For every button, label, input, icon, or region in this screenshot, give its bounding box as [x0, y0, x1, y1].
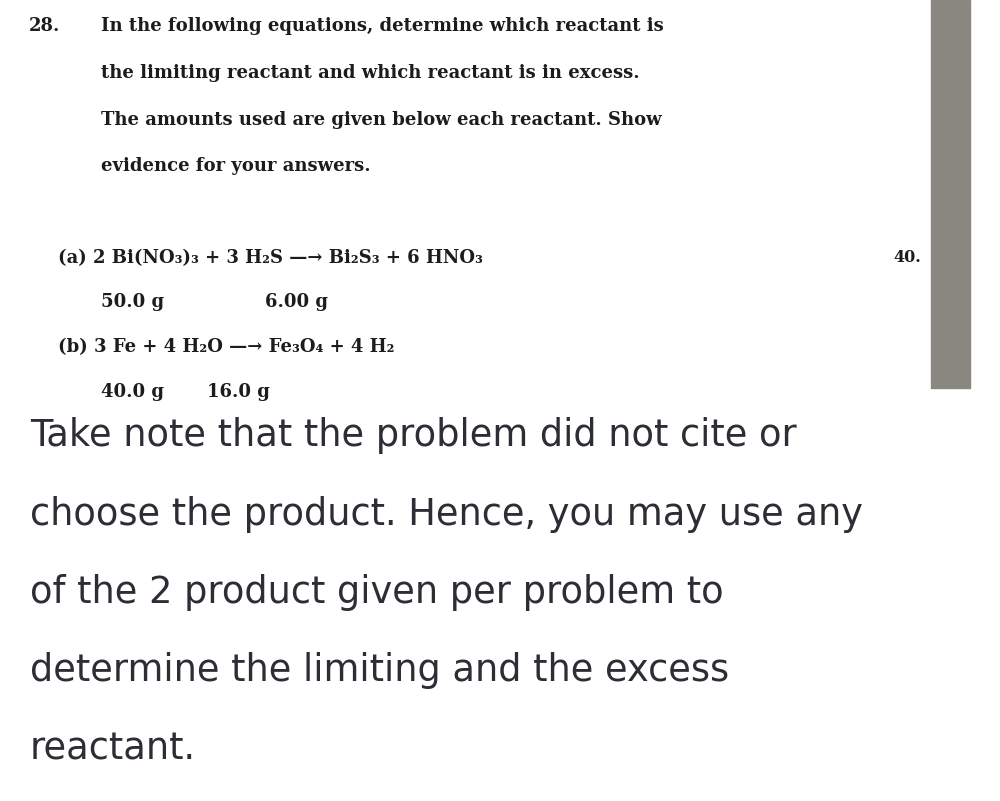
Text: evidence for your answers.: evidence for your answers. — [101, 157, 371, 175]
Text: 16.0 g: 16.0 g — [207, 383, 270, 400]
Text: (b) 3 Fe + 4 H₂O —→ Fe₃O₄ + 4 H₂: (b) 3 Fe + 4 H₂O —→ Fe₃O₄ + 4 H₂ — [58, 338, 394, 356]
Text: 40.0 g: 40.0 g — [101, 383, 164, 400]
Text: Take note that the problem did not cite or: Take note that the problem did not cite … — [30, 417, 797, 454]
Text: choose the product. Hence, you may use any: choose the product. Hence, you may use a… — [30, 496, 863, 533]
Bar — [931, 0, 970, 388]
Text: In the following equations, determine which reactant is: In the following equations, determine wh… — [101, 18, 664, 35]
Text: 50.0 g: 50.0 g — [101, 293, 164, 312]
Text: reactant.: reactant. — [30, 731, 196, 768]
Text: the limiting reactant and which reactant is in excess.: the limiting reactant and which reactant… — [101, 64, 640, 82]
Text: of the 2 product given per problem to: of the 2 product given per problem to — [30, 574, 724, 611]
Text: The amounts used are given below each reactant. Show: The amounts used are given below each re… — [101, 111, 662, 129]
Text: determine the limiting and the excess: determine the limiting and the excess — [30, 653, 729, 690]
Text: (a) 2 Bi(NO₃)₃ + 3 H₂S —→ Bi₂S₃ + 6 HNO₃: (a) 2 Bi(NO₃)₃ + 3 H₂S —→ Bi₂S₃ + 6 HNO₃ — [58, 248, 483, 267]
Text: 6.00 g: 6.00 g — [265, 293, 328, 312]
Text: 28.: 28. — [29, 18, 60, 35]
Text: 40.: 40. — [894, 248, 922, 266]
